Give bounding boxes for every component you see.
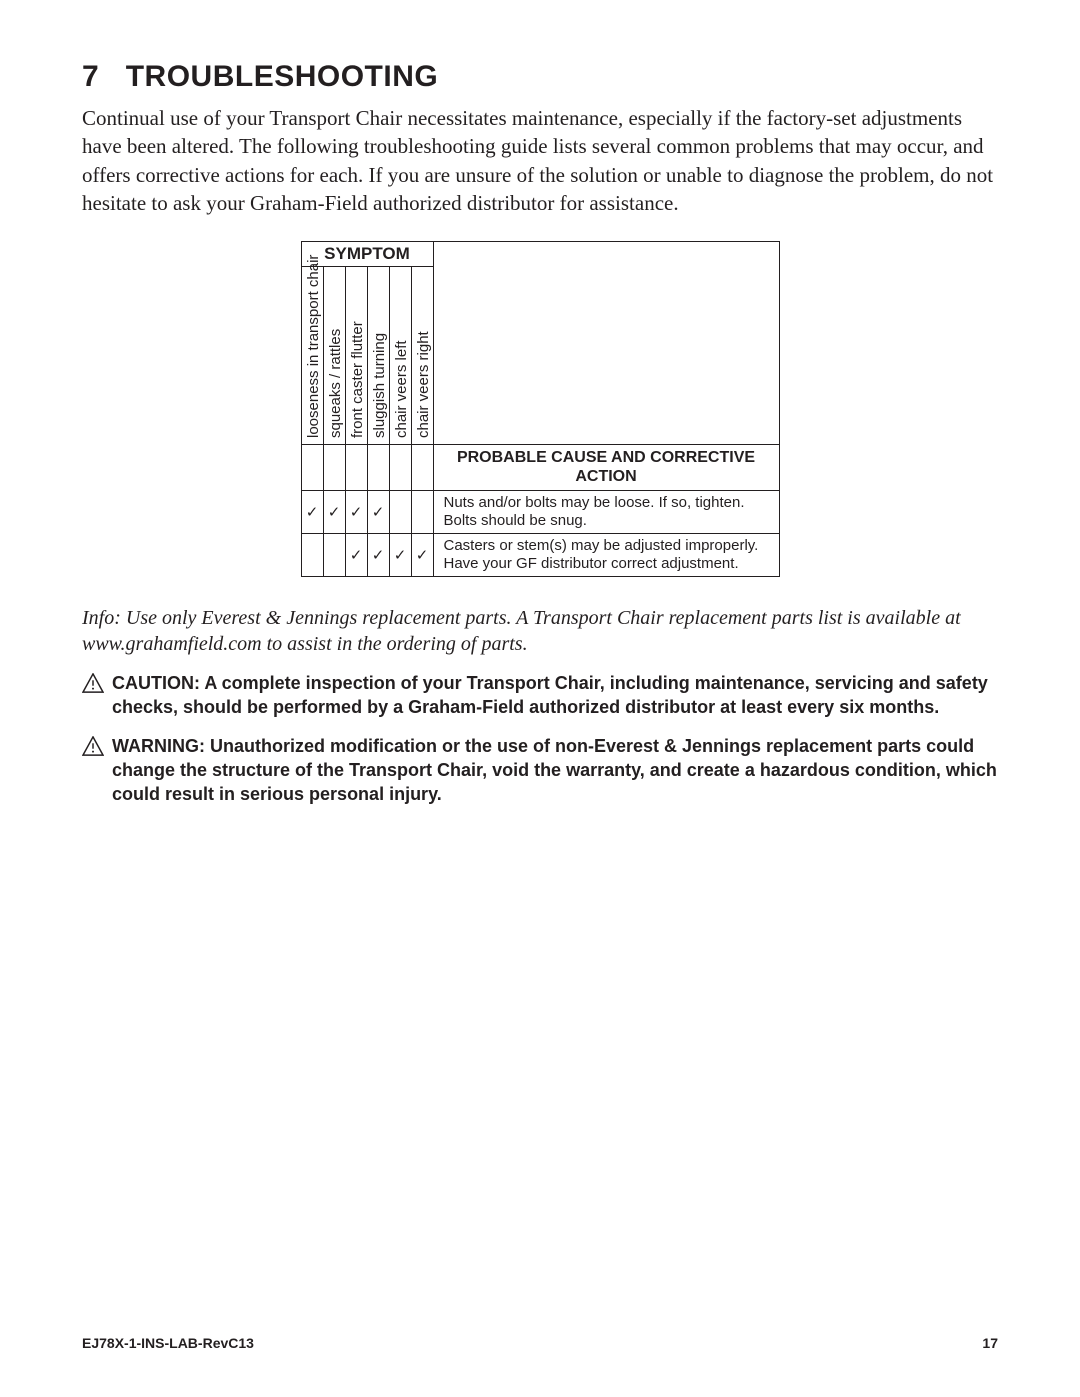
caution-text: CAUTION: A complete inspection of your T… <box>112 671 998 720</box>
check-mark: ✓ <box>345 534 367 577</box>
cause-header-row: PROBABLE CAUSE AND CORRECTIVE ACTION <box>301 445 779 491</box>
check-mark <box>411 491 433 534</box>
info-note: Info: Use only Everest & Jennings replac… <box>82 605 998 657</box>
table-row: ✓ ✓ ✓ ✓ Nuts and/or bolts may be loose. … <box>301 491 779 534</box>
page: 7 TROUBLESHOOTING Continual use of your … <box>0 0 1080 1397</box>
check-mark: ✓ <box>367 534 389 577</box>
symptom-col-2: front caster flutter <box>345 267 367 445</box>
intro-paragraph: Continual use of your Transport Chair ne… <box>82 104 998 217</box>
symptom-col-0: looseness in transport chair <box>301 267 323 445</box>
check-mark: ✓ <box>367 491 389 534</box>
warning-block: WARNING: Unauthorized modification or th… <box>82 734 998 807</box>
cause-text: Casters or stem(s) may be adjusted impro… <box>433 534 779 577</box>
check-mark <box>323 534 345 577</box>
footer-doc-id: EJ78X-1-INS-LAB-RevC13 <box>82 1335 254 1351</box>
check-mark: ✓ <box>301 491 323 534</box>
section-number: 7 <box>82 60 99 93</box>
symptom-col-4: chair veers left <box>389 267 411 445</box>
caution-block: CAUTION: A complete inspection of your T… <box>82 671 998 720</box>
footer-page-number: 17 <box>982 1335 998 1351</box>
blank-cell <box>433 242 779 445</box>
section-title-text: TROUBLESHOOTING <box>126 60 439 93</box>
cause-text: Nuts and/or bolts may be loose. If so, t… <box>433 491 779 534</box>
check-mark <box>389 491 411 534</box>
check-mark <box>301 534 323 577</box>
symptom-col-5: chair veers right <box>411 267 433 445</box>
cause-header: PROBABLE CAUSE AND CORRECTIVE ACTION <box>433 445 779 491</box>
check-mark: ✓ <box>345 491 367 534</box>
caution-icon <box>82 673 104 693</box>
troubleshooting-table-wrap: SYMPTOM looseness in transport chair squ… <box>82 241 998 577</box>
section-heading: 7 TROUBLESHOOTING <box>82 60 998 94</box>
check-mark: ✓ <box>411 534 433 577</box>
table-row: ✓ ✓ ✓ ✓ Casters or stem(s) may be adjust… <box>301 534 779 577</box>
check-mark: ✓ <box>323 491 345 534</box>
warning-text: WARNING: Unauthorized modification or th… <box>112 734 998 807</box>
symptom-col-1: squeaks / rattles <box>323 267 345 445</box>
page-footer: EJ78X-1-INS-LAB-RevC13 17 <box>82 1335 998 1351</box>
symptom-col-3: sluggish turning <box>367 267 389 445</box>
troubleshooting-table: SYMPTOM looseness in transport chair squ… <box>301 241 780 577</box>
warning-icon <box>82 736 104 756</box>
check-mark: ✓ <box>389 534 411 577</box>
